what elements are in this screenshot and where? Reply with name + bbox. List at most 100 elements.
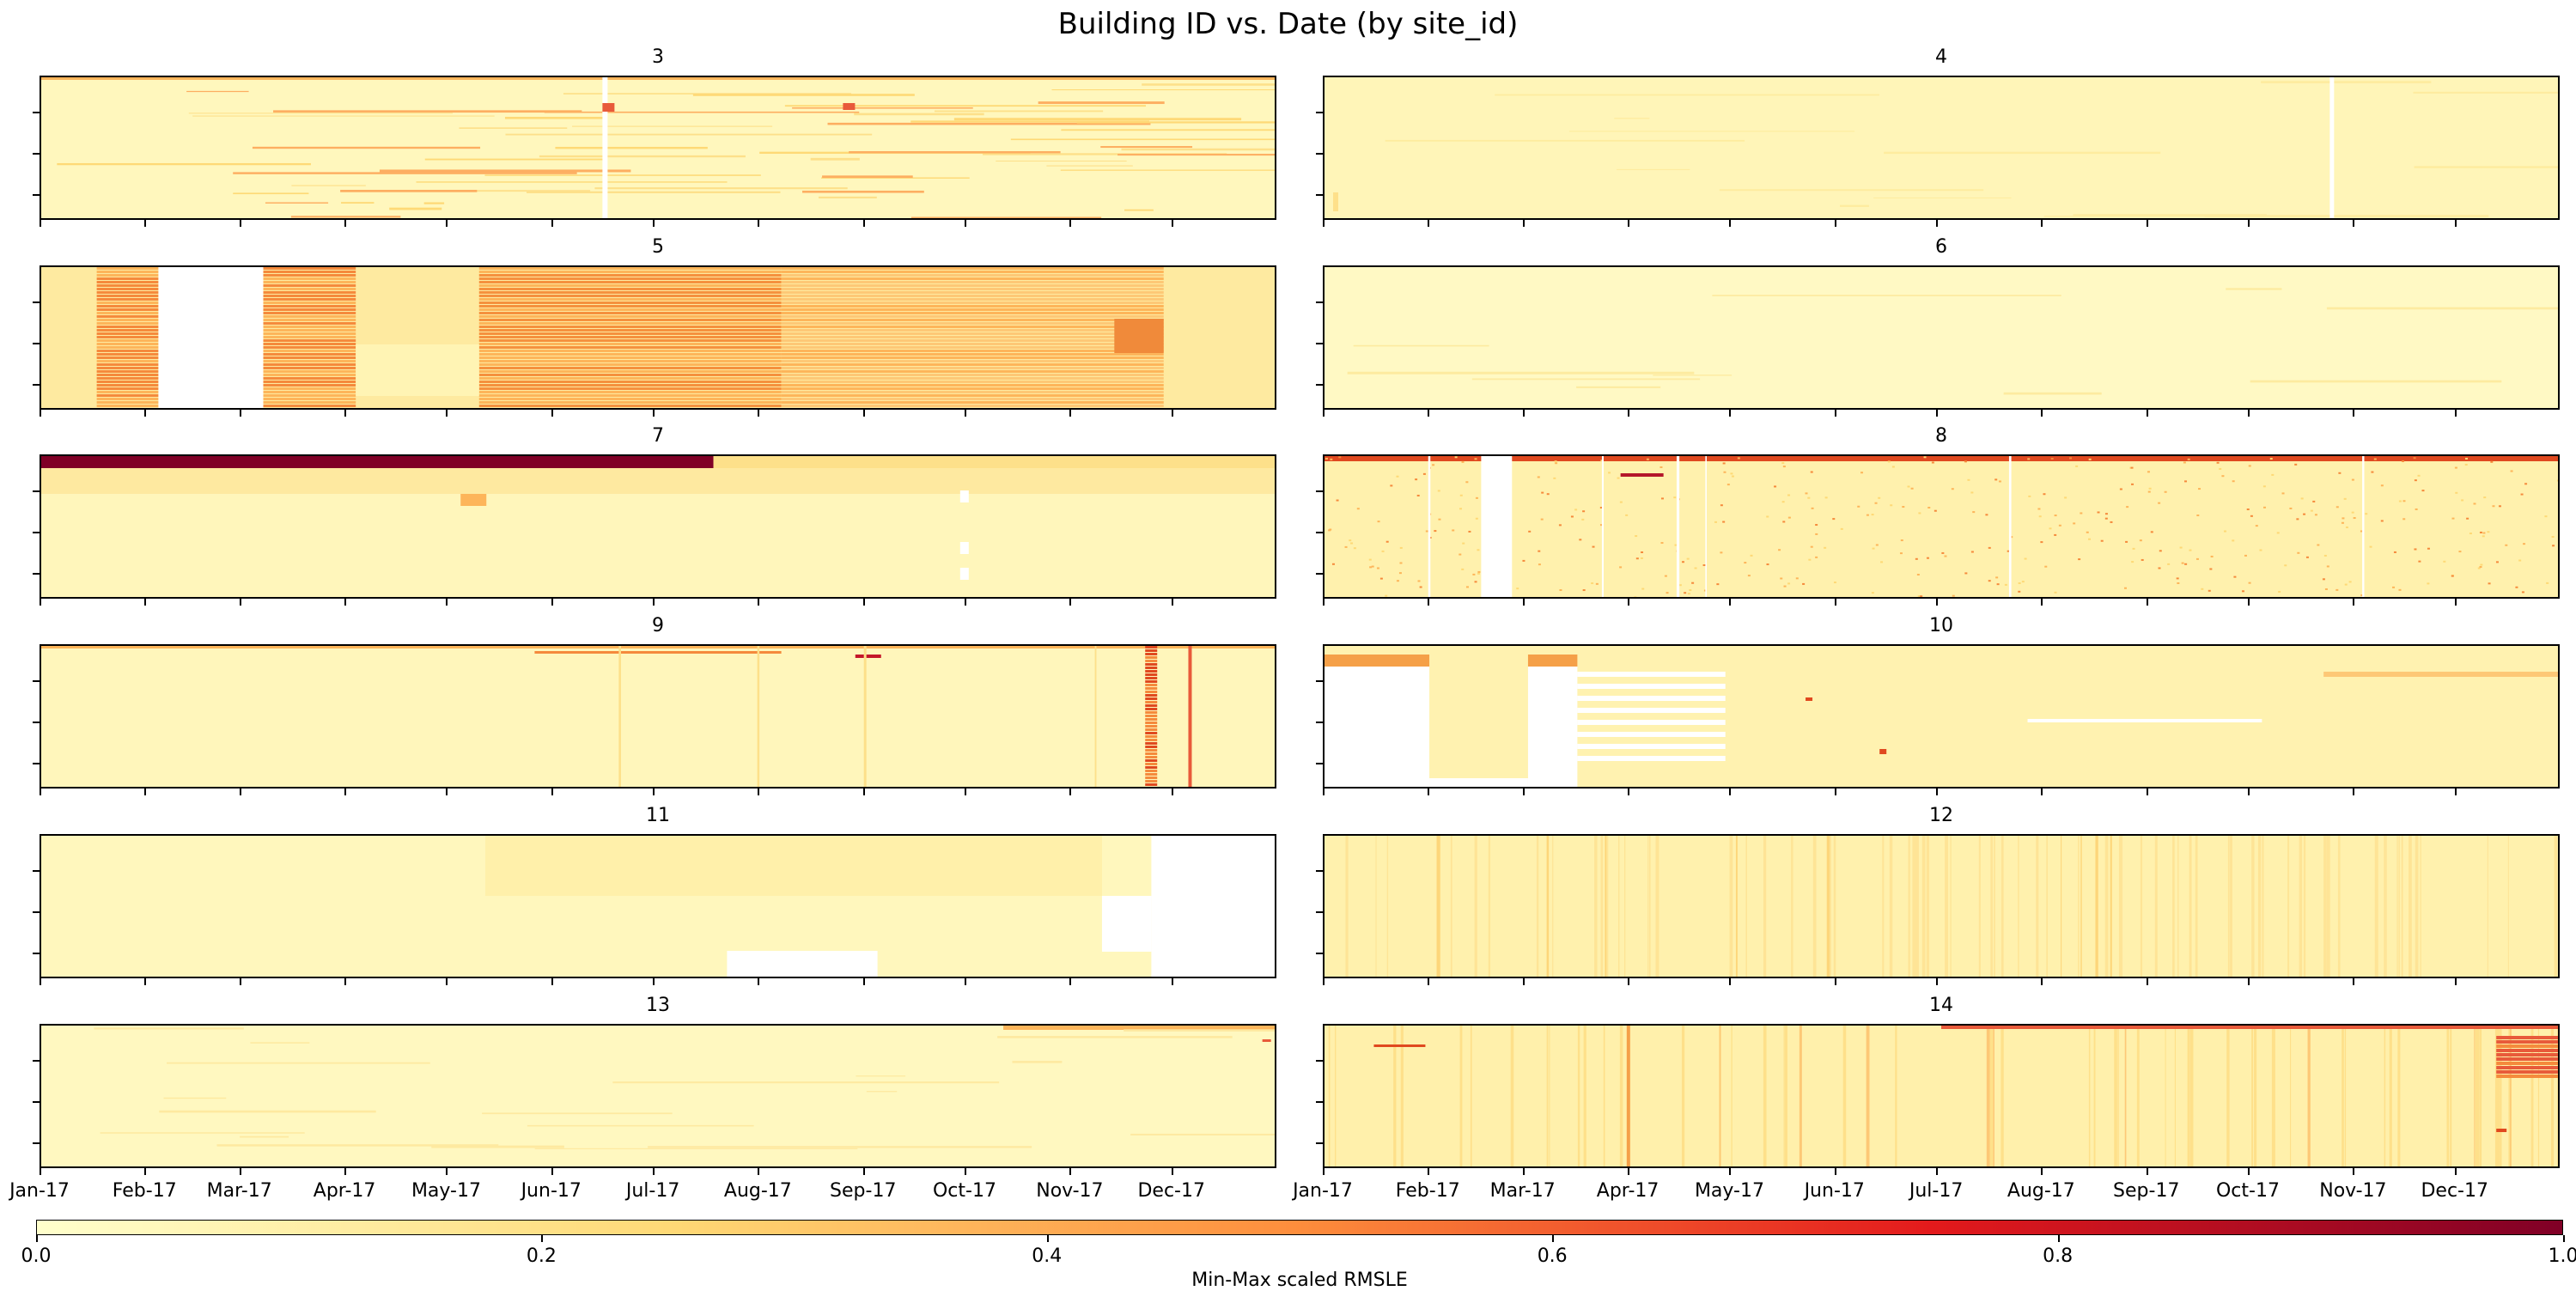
y-tick (1316, 112, 1323, 113)
heatmap-dot (1599, 524, 1603, 527)
heatmap-dot (1528, 530, 1532, 533)
heatmap-dot (1416, 494, 1420, 496)
heatmap-row (713, 456, 1275, 468)
x-tick (239, 410, 241, 417)
heatmap-dot (1432, 464, 1435, 466)
x-tick (758, 789, 760, 795)
heatmap-band (263, 288, 356, 290)
heatmap-band (781, 401, 1164, 404)
x-tick (239, 220, 241, 227)
x-tick (551, 789, 553, 795)
heatmap-dot (2294, 463, 2298, 466)
heatmap-column-stripe (2271, 1026, 2275, 1166)
heatmap-dot (2398, 500, 2402, 502)
y-tick (1316, 870, 1323, 872)
y-tick (1316, 953, 1323, 954)
heatmap-streak (273, 110, 582, 113)
heatmap-column-stripe (1617, 836, 1620, 977)
heatmap-dot (2373, 458, 2377, 460)
heatmap-streak (379, 169, 631, 173)
x-tick (2041, 1168, 2043, 1175)
heatmap-dot (1774, 485, 1777, 488)
heatmap-dot (1952, 594, 1955, 597)
heatmap-band (96, 305, 159, 308)
x-tick (1323, 220, 1325, 227)
heatmap-dot (1666, 592, 1669, 594)
heatmap-streak (527, 1124, 754, 1127)
heatmap-band (263, 377, 356, 380)
heatmap-column-stripe (1731, 1026, 1733, 1166)
heatmap-dot (2413, 457, 2416, 460)
heatmap-band (478, 370, 782, 373)
heatmap-dot (2028, 495, 2031, 497)
heatmap-column-stripe (2475, 1026, 2478, 1166)
heatmap-band (478, 326, 782, 328)
heatmap-streak (594, 187, 848, 190)
heatmap-dot (2131, 483, 2134, 485)
y-tick (33, 194, 40, 196)
heatmap-column-stripe (2344, 1026, 2347, 1166)
heatmap-dot (1750, 554, 1753, 557)
heatmap-streak (854, 113, 984, 116)
x-tick (239, 789, 241, 795)
heatmap-dot (2054, 533, 2057, 536)
heatmap-dot (2482, 535, 2485, 538)
heatmap-band (781, 312, 1164, 314)
x-tick (2454, 220, 2457, 227)
heatmap-dot (1890, 504, 1893, 507)
heatmap-band (2496, 1049, 2558, 1052)
heatmap-streak (1719, 189, 1984, 192)
x-tick (2454, 978, 2457, 985)
heatmap-streak (233, 172, 577, 174)
heatmap-dot (2024, 557, 2027, 560)
heatmap-band (263, 398, 356, 400)
x-tick (653, 978, 655, 985)
x-tick (862, 789, 865, 795)
heatmap-column-stripe (618, 646, 621, 787)
heatmap-streak (953, 118, 1242, 121)
y-tick (1316, 301, 1323, 303)
heatmap-column-stripe (2496, 1026, 2500, 1166)
colorbar-tick (2057, 1235, 2060, 1242)
heatmap-column-stripe (1386, 836, 1389, 977)
colorbar-tick (541, 1235, 544, 1242)
heatmap-band (96, 312, 159, 314)
heatmap-column-stripe (1915, 836, 1919, 977)
heatmap-column-stripe (2257, 836, 2262, 977)
heatmap-band (478, 281, 782, 283)
heatmap-column-stripe (1908, 836, 1910, 977)
x-tick (964, 1168, 966, 1175)
heatmap-band (781, 343, 1164, 345)
heatmap-band (478, 298, 782, 301)
heatmap-column-stripe (1945, 836, 1948, 977)
heatmap-band (263, 322, 356, 325)
heatmap-streak (534, 1148, 858, 1150)
heatmap-band (781, 281, 1164, 283)
heatmap-dot (2021, 581, 2025, 583)
heatmap-streak (910, 216, 1102, 218)
heatmap-column-stripe (2374, 836, 2378, 977)
heatmap-streak (416, 181, 728, 183)
x-tick (1628, 789, 1630, 795)
heatmap-column-stripe (1990, 836, 1993, 977)
heatmap-dot (1941, 551, 1945, 554)
heatmap-row (41, 456, 714, 468)
heatmap-streak (1495, 94, 1879, 96)
heatmap-dot (2466, 517, 2469, 520)
x-tick (2247, 1168, 2250, 1175)
heatmap-streak (1124, 1029, 1275, 1032)
heatmap-dot (1338, 456, 1342, 459)
heatmap-band (1145, 752, 1158, 755)
heatmap-dot (1840, 527, 1843, 530)
heatmap-band (781, 295, 1164, 297)
heatmap-dot (2132, 547, 2135, 550)
heatmap-band (263, 360, 356, 362)
missing-gap (1429, 778, 1528, 787)
heatmap-dot (2110, 521, 2113, 523)
y-tick (33, 1101, 40, 1103)
heatmap-cells (96, 267, 1164, 408)
heatmap-streak (612, 1081, 1000, 1084)
x-tick (964, 220, 966, 227)
heatmap-dot (1783, 585, 1787, 588)
heatmap-streak (2323, 672, 2558, 677)
